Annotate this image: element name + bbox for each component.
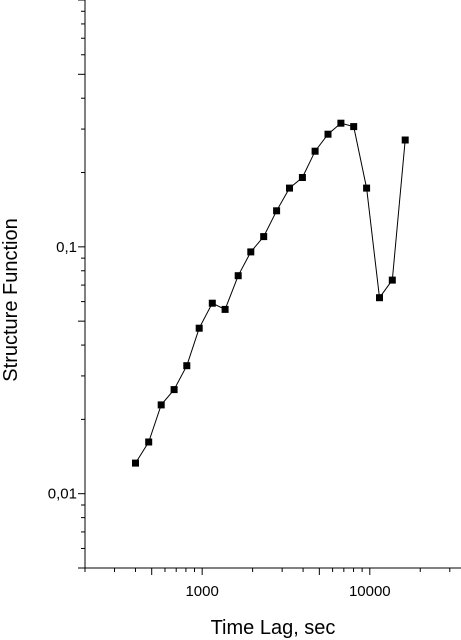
- data-point: [260, 233, 268, 241]
- y-axis-title: Structure Function: [0, 218, 22, 381]
- data-point: [221, 305, 229, 313]
- plot-frame: [84, 0, 461, 569]
- data-point: [350, 123, 358, 131]
- data-point: [337, 119, 345, 127]
- data-point: [247, 248, 255, 256]
- y-axis-tick-labels: 0,01 0,1: [48, 239, 77, 503]
- data-point: [170, 386, 178, 394]
- series-markers: [132, 119, 409, 467]
- x-axis-ticks: [84, 568, 451, 575]
- data-point: [388, 276, 396, 284]
- series-line-group: [135, 122, 406, 464]
- data-point: [324, 130, 332, 138]
- x-tick-label: 10000: [349, 583, 391, 600]
- x-tick-label: 1000: [185, 583, 218, 600]
- data-point: [286, 184, 293, 192]
- data-point: [183, 362, 191, 370]
- data-point: [234, 272, 242, 280]
- data-point: [376, 294, 383, 302]
- data-point: [298, 174, 306, 181]
- data-point: [195, 324, 203, 332]
- y-tick-label: 0,1: [56, 239, 77, 256]
- series-line: [135, 122, 406, 464]
- data-point: [157, 401, 165, 409]
- y-tick-label: 0,01: [48, 486, 77, 503]
- data-point: [208, 299, 216, 307]
- x-axis-tick-labels: 1000 10000: [185, 583, 390, 600]
- data-point: [273, 207, 281, 215]
- y-axis-ticks: [78, 0, 85, 569]
- data-point: [145, 438, 153, 446]
- x-axis-title: Time Lag, sec: [211, 617, 336, 639]
- data-point: [363, 184, 371, 192]
- data-point: [311, 147, 319, 155]
- data-point: [401, 136, 409, 144]
- data-point: [132, 459, 139, 467]
